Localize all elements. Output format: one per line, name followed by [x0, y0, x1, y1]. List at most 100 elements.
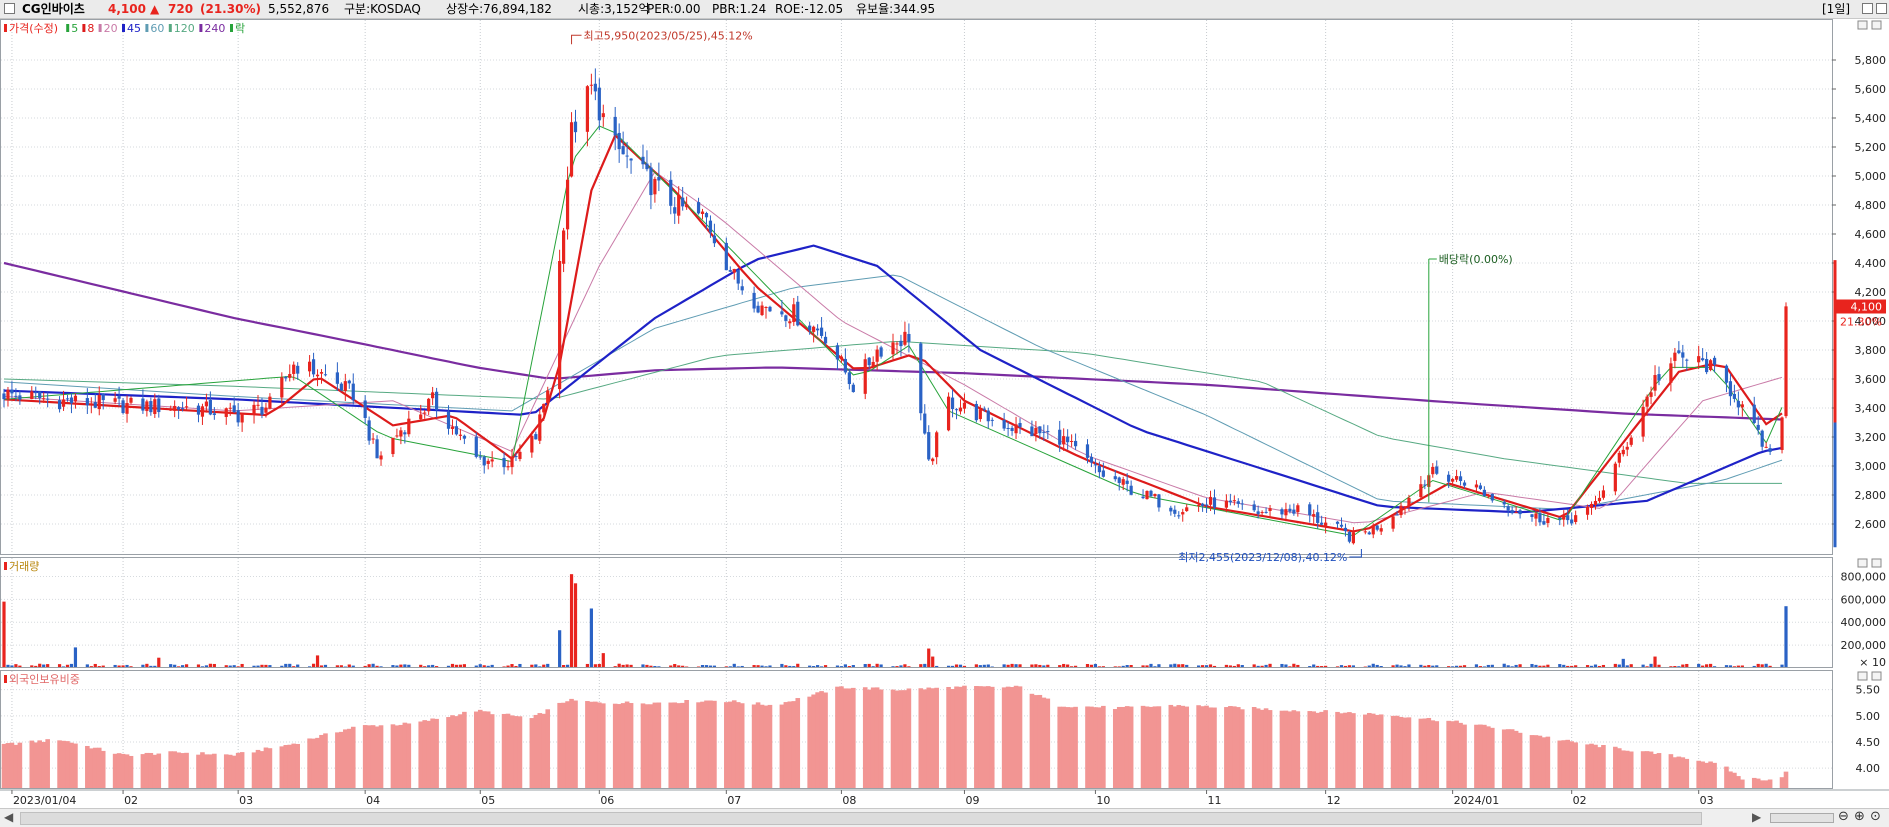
- candle-body: [1570, 519, 1573, 523]
- volume-bar: [296, 665, 299, 667]
- horizontal-scrollbar[interactable]: ◀ ▶ ⊖ ⊕ ⊙: [0, 808, 1889, 827]
- foreign-bar: [1756, 779, 1761, 788]
- volume-bar: [788, 666, 791, 667]
- stock-checkbox[interactable]: [4, 3, 15, 14]
- minimize-button[interactable]: [1862, 3, 1873, 14]
- volume-bar: [1423, 666, 1426, 667]
- foreign-bar: [795, 698, 800, 788]
- foreign-bar: [295, 744, 300, 788]
- legend-swatch: [199, 24, 202, 32]
- foreign-bar: [811, 694, 816, 788]
- volume-bar: [1463, 665, 1466, 667]
- zoom-out-icon[interactable]: ⊖: [1838, 809, 1849, 824]
- foreign-bar: [946, 687, 951, 788]
- market-cap: 시총:3,152억: [578, 0, 650, 18]
- volume-bar: [935, 666, 938, 667]
- candle-body: [1018, 423, 1021, 427]
- foreign-bar: [478, 710, 483, 788]
- volume-bar: [264, 665, 267, 667]
- volume-bar: [1126, 665, 1129, 667]
- candle-body: [1558, 518, 1561, 519]
- volume-bar: [6, 665, 9, 667]
- volume-bar: [58, 664, 61, 667]
- volume-bar: [34, 666, 37, 667]
- volume-bar: [1737, 666, 1740, 667]
- foreign-bar: [1085, 706, 1090, 788]
- foreign-bar: [1045, 699, 1050, 788]
- foreign-bar: [1264, 708, 1269, 788]
- foreign-bar: [1145, 706, 1150, 788]
- volume-bar: [812, 666, 815, 667]
- stock-name[interactable]: CG인바이츠: [22, 0, 85, 18]
- volume-bar: [756, 665, 759, 667]
- candle-body: [1395, 515, 1398, 516]
- candle-body: [534, 434, 537, 439]
- volume-bar: [352, 666, 355, 667]
- legend-entry: 20: [104, 22, 118, 35]
- candle-body: [848, 372, 851, 384]
- candle-body: [1173, 510, 1176, 514]
- candle-body: [657, 177, 660, 180]
- foreign-bar: [724, 702, 729, 788]
- candle-body: [94, 402, 97, 408]
- volume-bar: [1447, 666, 1450, 667]
- period-button[interactable]: [1일]: [1822, 0, 1850, 18]
- candle-body: [395, 435, 398, 436]
- foreign-bar: [180, 753, 185, 788]
- foreign-bar: [10, 743, 15, 788]
- foreign-bar: [835, 687, 840, 788]
- volume-bar: [987, 664, 990, 667]
- foreign-bar: [200, 752, 205, 788]
- candle-body: [955, 409, 958, 410]
- legend-entry: 60: [150, 22, 164, 35]
- candle-body: [487, 461, 490, 464]
- foreign-bar: [1510, 729, 1515, 788]
- candle-body: [1098, 466, 1101, 472]
- volume-bar: [375, 666, 378, 667]
- foreign-bar: [351, 727, 356, 788]
- candle-body: [252, 405, 255, 415]
- zoom-in-icon[interactable]: ⊕: [1854, 809, 1865, 824]
- candle-body: [423, 413, 426, 414]
- volume-bar: [157, 658, 160, 667]
- candle-body: [348, 381, 351, 384]
- volume-bar: [1729, 665, 1732, 667]
- candle-body: [872, 362, 875, 367]
- foreign-bar: [2, 744, 7, 788]
- volume-bar: [1268, 664, 1271, 667]
- scroll-left-icon[interactable]: ◀: [4, 810, 13, 824]
- market-type: 구분:KOSDAQ: [344, 0, 421, 18]
- scrollbar-track[interactable]: [20, 812, 1702, 825]
- candle-body: [1241, 503, 1244, 504]
- close-panel-button[interactable]: [1876, 3, 1887, 14]
- x-tick-label: 07: [727, 794, 741, 807]
- candle-body: [1292, 510, 1295, 514]
- volume-bar: [312, 664, 315, 667]
- volume-bar: [201, 666, 204, 667]
- high-annotation-pointer: [572, 35, 582, 44]
- candle-body: [241, 414, 244, 422]
- foreign-bar: [784, 702, 789, 788]
- volume-bar: [534, 664, 537, 667]
- x-tick-label: 06: [600, 794, 614, 807]
- candle-body: [919, 343, 922, 413]
- foreign-bar: [323, 733, 328, 788]
- candle-body: [864, 359, 867, 394]
- candle-body: [645, 164, 648, 170]
- zoom-slider[interactable]: [1770, 813, 1834, 823]
- foreign-bar: [867, 690, 872, 788]
- foreign-bar: [1184, 707, 1189, 788]
- foreign-bar: [446, 717, 451, 788]
- foreign-bar: [1307, 711, 1312, 788]
- foreign-bar: [395, 725, 400, 788]
- candle-body: [1697, 356, 1700, 362]
- candle-body: [1094, 464, 1097, 465]
- volume-bar: [649, 666, 652, 667]
- volume-bar: [514, 666, 517, 667]
- zoom-reset-icon[interactable]: ⊙: [1870, 809, 1881, 824]
- x-tick-label: 05: [481, 794, 495, 807]
- volume-bar: [252, 666, 255, 667]
- scroll-right-icon[interactable]: ▶: [1752, 810, 1761, 824]
- volume-bar: [1213, 666, 1216, 667]
